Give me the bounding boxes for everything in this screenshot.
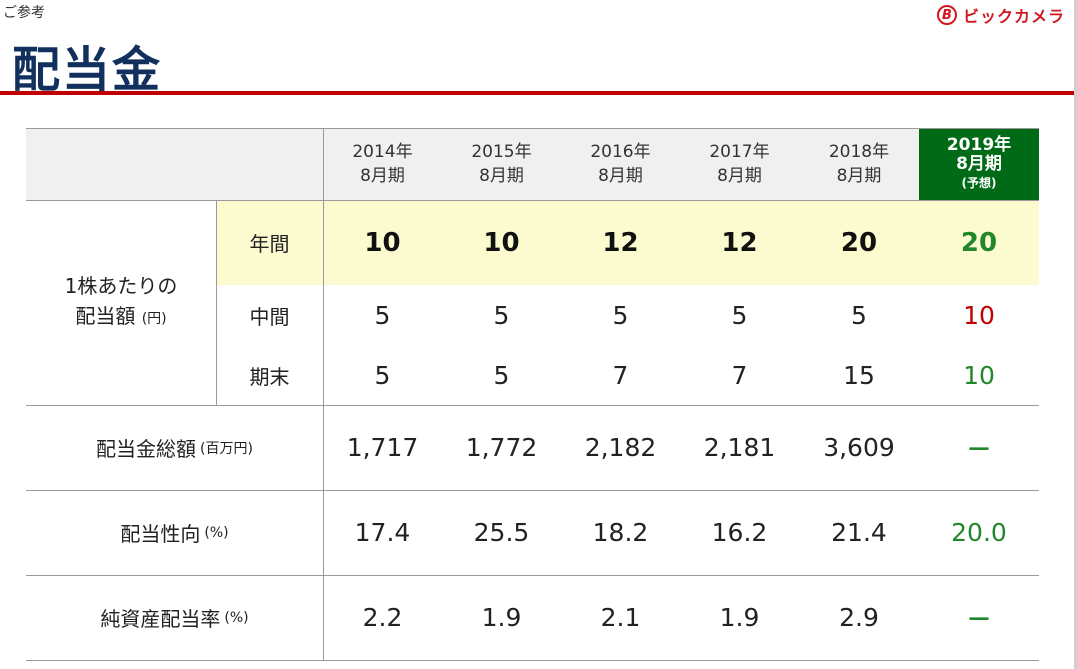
interim-2015: 5 [493,300,510,330]
header-year-line2: 8月期 [836,166,882,186]
payout-2018: 21.4 [831,518,887,547]
title-divider [0,91,1074,95]
total-label-text: 配当金総額 [96,437,197,461]
interim-2017: 5 [731,300,748,330]
payout-2016: 18.2 [592,518,649,547]
total-2019: － [966,434,992,464]
total-row-label: 配当金総額 (百万円) [26,405,323,490]
payout-2019: 20.0 [951,518,1007,547]
doe-2018: 2.9 [839,603,879,632]
total-2014: 1,717 [346,433,419,462]
table-rule [26,575,1039,576]
logo-text: ビックカメラ [962,7,1065,26]
yearend-2018: 15 [843,360,875,390]
table-border-top [26,128,1039,129]
header-year-line1: 2014年 [352,142,413,162]
interim-2016: 5 [612,300,629,330]
header-year-2015: 2015年 8月期 [442,128,561,200]
annual-2018: 20 [840,227,878,258]
table-border-bottom [26,660,1039,661]
sub-label-yearend: 期末 [249,364,290,389]
header-year-2014: 2014年 8月期 [323,128,442,200]
yearend-2017: 7 [731,360,748,390]
doe-label-text: 純資産配当率 [100,607,221,631]
sub-label-interim: 中間 [249,304,290,329]
doe-2017: 1.9 [719,603,760,632]
interim-2019: 10 [963,300,995,330]
payout-row-label: 配当性向 (%) [26,490,323,575]
table-rule [26,200,1039,201]
yearend-2015: 5 [493,360,510,390]
header-year-line1: 2017年 [709,142,770,162]
annual-2016: 12 [602,227,639,258]
header-year-line2: 8月期 [598,166,643,186]
table-header-background [26,128,1039,200]
header-year-line2: 8月期 [360,166,405,186]
payout-label-text: 配当性向 [120,522,201,546]
table-rule [26,405,1039,406]
doe-2014: 2.2 [362,603,403,632]
logo-mark-icon: B [936,5,957,25]
header-year-2019-forecast: 2019年 8月期 (予想) [919,128,1039,200]
yearend-2019: 10 [963,360,995,390]
total-2017: 2,181 [703,433,776,462]
total-2015: 1,772 [465,433,538,462]
header-year-2017: 2017年 8月期 [680,128,799,200]
doe-row-label: 純資産配当率 (%) [26,575,323,660]
total-2018: 3,609 [823,433,895,462]
payout-2014: 17.4 [354,518,411,547]
interim-2018: 5 [851,300,867,330]
doe-2019: － [966,604,992,634]
header-year-line1: 2016年 [590,142,651,162]
dps-label-text: 配当額 [75,304,136,328]
annual-2017: 12 [721,227,758,258]
table-rule [26,490,1039,491]
table-column-divider [323,128,324,661]
annual-2019: 20 [960,227,998,258]
header-forecast-line3: (予想) [961,175,997,190]
dps-label-line2: 配当額 (円) [75,301,166,334]
dividend-table: 2014年 8月期 2015年 8月期 2016年 8月期 2017年 8月期 … [26,128,1039,662]
payout-label-unit: (%) [204,524,229,541]
annual-2014: 10 [364,227,401,258]
annual-2015: 10 [483,227,520,258]
slide-edge [1074,0,1077,669]
header-year-line1: 2018年 [828,142,890,162]
yearend-2016: 7 [612,360,629,390]
payout-2015: 25.5 [473,518,530,547]
doe-2016: 2.1 [600,603,641,632]
total-label-unit: (百万円) [200,440,253,457]
doe-2015: 1.9 [481,603,522,632]
header-year-line1: 2015年 [471,142,532,162]
header-year-2016: 2016年 8月期 [561,128,680,200]
total-2016: 2,182 [584,433,657,462]
header-forecast-line1: 2019年 [946,134,1012,155]
dps-group-label: 1株あたりの 配当額 (円) [26,200,216,405]
header-year-line2: 8月期 [717,166,762,186]
doe-label-unit: (%) [224,609,249,626]
reference-label: ご参考 [3,5,45,21]
yearend-2014: 5 [374,360,391,390]
dps-label-line1: 1株あたりの [64,274,178,298]
company-logo: B ビックカメラ [936,3,1065,27]
annual-row-highlight [216,200,1039,285]
page-title: 配当金 [12,42,163,98]
header-year-line2: 8月期 [479,166,524,186]
sub-label-annual: 年間 [249,232,290,256]
header-year-2018: 2018年 8月期 [799,128,919,200]
interim-2014: 5 [374,300,391,330]
header-forecast-line2: 8月期 [956,153,1002,174]
dps-label-unit: (円) [141,311,167,327]
payout-2017: 16.2 [711,518,768,547]
table-sublabel-divider [216,200,217,405]
